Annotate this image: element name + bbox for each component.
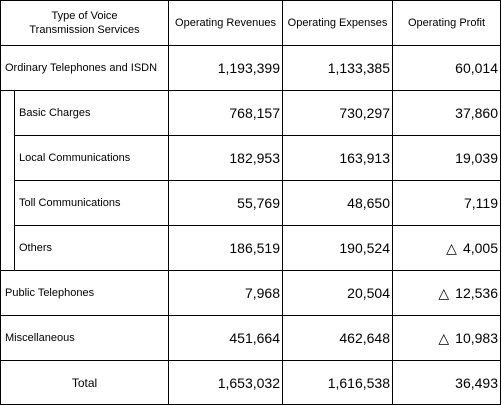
revenues-value: 182,953 — [229, 150, 280, 166]
row-divider — [0, 360, 501, 361]
header-operating-profit: Operating Profit — [407, 17, 486, 29]
profit-value: 4,005 — [462, 240, 498, 256]
row-label: Local Communications — [19, 152, 131, 164]
revenues-value: 1,193,399 — [217, 60, 280, 76]
row-label: Basic Charges — [19, 107, 91, 119]
row-divider — [0, 270, 501, 271]
row-label: Ordinary Telephones and ISDN — [5, 62, 158, 74]
sub-row-indent-line — [14, 90, 15, 270]
profit-value: 7,119 — [464, 195, 498, 211]
profit-cell: △ 4,005 — [393, 226, 500, 270]
expenses-value: 1,133,385 — [327, 60, 390, 76]
row-divider — [0, 315, 501, 316]
row-divider — [14, 225, 501, 226]
expenses-value: 190,524 — [339, 240, 390, 256]
profit-cell: △ 12,536 — [393, 271, 500, 315]
column-divider — [168, 0, 169, 405]
row-divider — [14, 135, 501, 136]
column-divider — [282, 0, 283, 405]
profit-value: 19,039 — [455, 150, 498, 166]
profit-value: 10,983 — [455, 330, 498, 346]
total-label: Total — [71, 375, 98, 390]
table-border-left — [0, 0, 1, 405]
row-divider — [14, 180, 501, 181]
negative-mark: △ — [446, 239, 457, 256]
table-border-top — [0, 0, 501, 1]
expenses-value: 462,648 — [339, 330, 390, 346]
revenues-value: 7,968 — [244, 285, 280, 301]
expenses-value: 48,650 — [347, 195, 390, 211]
profit-value: 60,014 — [455, 60, 498, 76]
header-operating-expenses: Operating Expenses — [287, 17, 388, 29]
row-label: Miscellaneous — [5, 332, 75, 344]
expenses-value: 1,616,538 — [327, 374, 390, 391]
revenues-value: 451,664 — [229, 330, 280, 346]
expenses-value: 20,504 — [347, 285, 390, 301]
row-label: Public Telephones — [5, 287, 95, 299]
expenses-value: 163,913 — [339, 150, 390, 166]
expenses-value: 730,297 — [339, 105, 390, 121]
table-border-bottom — [0, 404, 501, 405]
negative-mark: △ — [438, 284, 450, 301]
row-divider — [0, 90, 501, 91]
profit-value: 12,536 — [455, 285, 498, 301]
header-type: Type of Voice Transmission Services — [29, 10, 140, 36]
table-border-right — [500, 0, 501, 405]
profit-value: 36,493 — [455, 374, 498, 391]
revenues-value: 768,157 — [229, 105, 280, 121]
revenues-value: 55,769 — [237, 195, 280, 211]
revenues-value: 1,653,032 — [217, 374, 280, 391]
row-label: Others — [19, 242, 53, 254]
negative-mark: △ — [438, 329, 450, 346]
profit-value: 37,860 — [455, 105, 498, 121]
profit-cell: △ 10,983 — [393, 316, 500, 360]
header-operating-revenues: Operating Revenues — [175, 17, 276, 29]
column-divider — [392, 0, 393, 405]
revenues-value: 186,519 — [229, 240, 280, 256]
row-label: Toll Communications — [19, 197, 121, 209]
row-divider — [0, 45, 501, 46]
